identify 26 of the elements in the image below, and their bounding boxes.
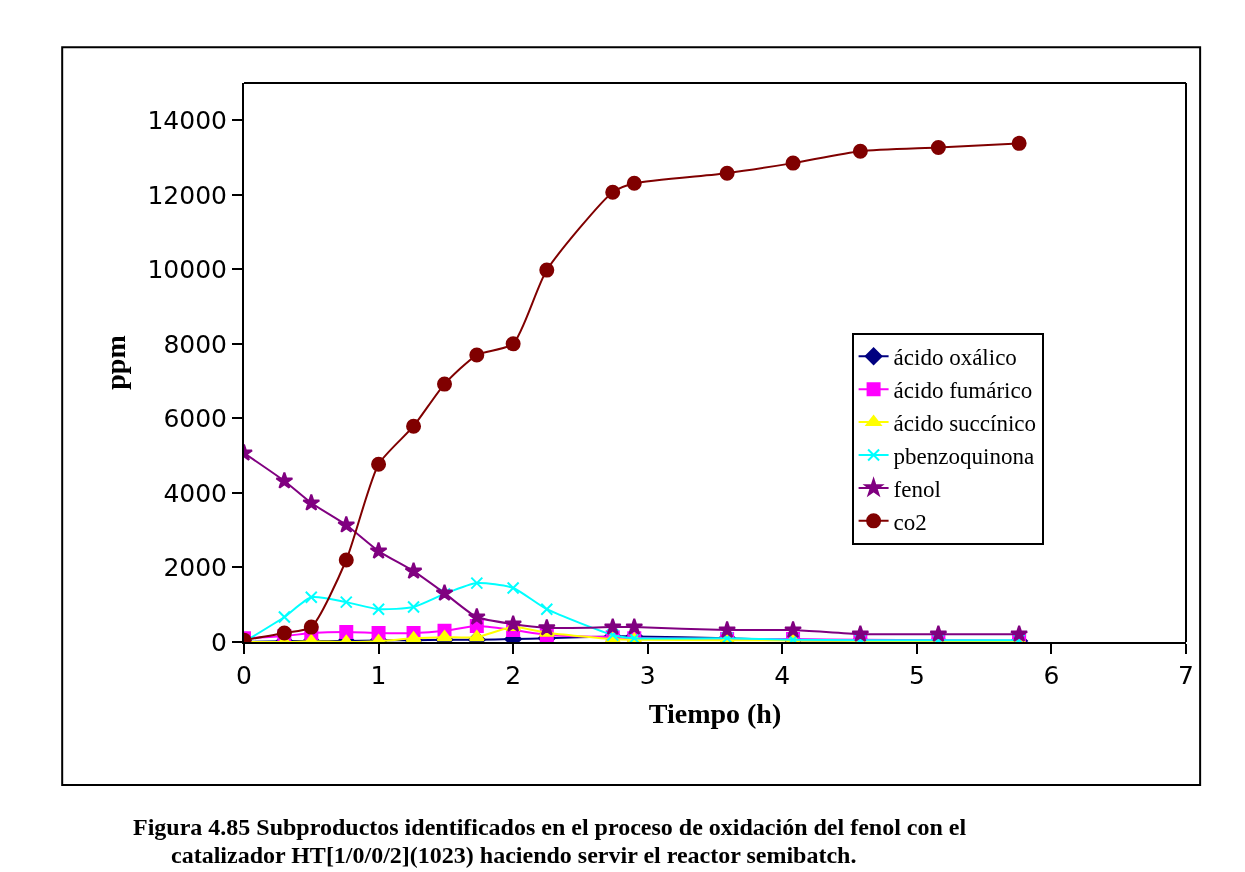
y-tick-label: 8000 bbox=[163, 329, 227, 359]
x-tick-label: 3 bbox=[639, 661, 656, 690]
x-tick-label: 6 bbox=[1043, 661, 1060, 690]
x-tick-label: 2 bbox=[505, 661, 522, 690]
y-tick-label: 2000 bbox=[163, 553, 227, 583]
y-tick-label: 4000 bbox=[163, 478, 227, 508]
x-tick-label: 0 bbox=[236, 661, 252, 690]
y-tick-label: 6000 bbox=[163, 404, 227, 434]
text: Figura 4.85 Subproductos identificados en el proceso de oxidación del fenol con el bbox=[133, 814, 967, 840]
legend-label: ácido oxálico bbox=[893, 345, 1017, 371]
y-tick-label: 10000 bbox=[147, 255, 227, 285]
text: catalizador HT[1/0/0/2](1023) haciendo servir el reactor semibatch. bbox=[171, 842, 857, 868]
legend-label: co2 bbox=[893, 509, 927, 535]
y-tick-label: 0 bbox=[211, 627, 227, 657]
legend-label: pbenzoquinona bbox=[893, 443, 1035, 469]
x-tick-label: 7 bbox=[1178, 661, 1194, 690]
legend-label: ácido fumárico bbox=[893, 378, 1033, 404]
x-tick-label: 5 bbox=[908, 661, 925, 690]
x-axis-title: Tiempo (h) bbox=[648, 697, 782, 729]
legend-label: ácido succínico bbox=[893, 411, 1037, 437]
legend-label: fenol bbox=[893, 476, 941, 502]
y-tick-label: 12000 bbox=[147, 180, 227, 210]
y-tick-label: 14000 bbox=[147, 106, 227, 136]
x-tick-label: 1 bbox=[370, 661, 387, 690]
y-axis-title: ppm bbox=[99, 335, 131, 390]
x-tick-label: 4 bbox=[774, 661, 791, 690]
